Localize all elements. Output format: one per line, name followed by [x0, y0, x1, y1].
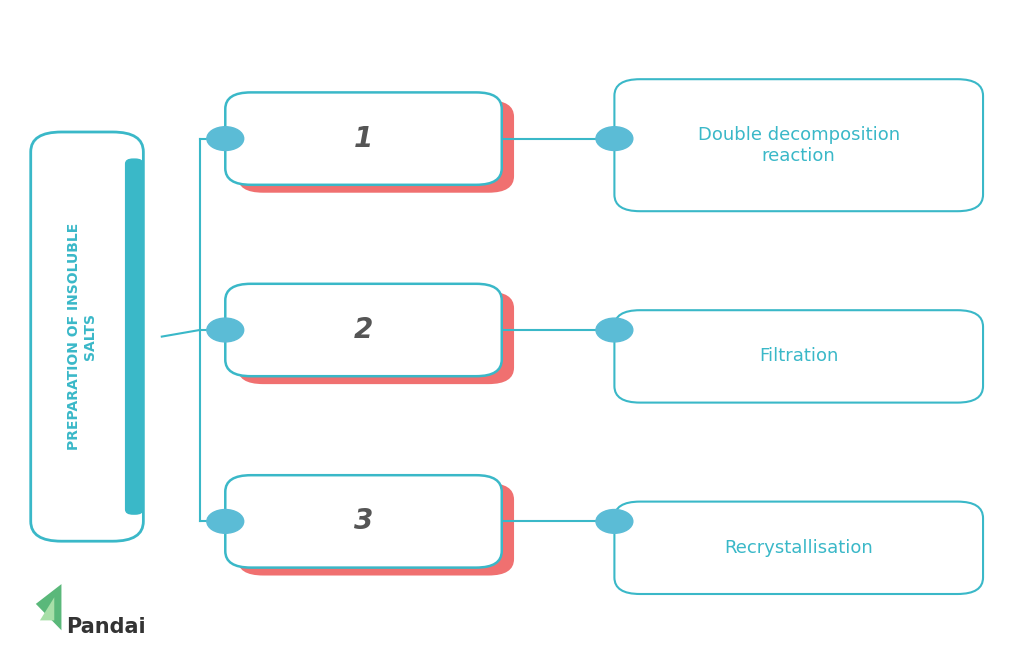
Text: 2: 2	[354, 316, 373, 344]
Text: Pandai: Pandai	[67, 617, 146, 637]
Text: 3: 3	[354, 508, 373, 535]
Circle shape	[596, 510, 633, 533]
Polygon shape	[36, 584, 61, 630]
FancyBboxPatch shape	[238, 483, 514, 576]
Text: Recrystallisation: Recrystallisation	[724, 539, 873, 557]
FancyBboxPatch shape	[225, 92, 502, 185]
Text: Filtration: Filtration	[759, 347, 839, 366]
Circle shape	[207, 510, 244, 533]
Circle shape	[596, 318, 633, 342]
Circle shape	[596, 127, 633, 150]
FancyBboxPatch shape	[125, 158, 143, 515]
FancyBboxPatch shape	[614, 502, 983, 594]
Circle shape	[207, 127, 244, 150]
FancyBboxPatch shape	[225, 284, 502, 376]
FancyBboxPatch shape	[238, 292, 514, 384]
Text: Double decomposition
reaction: Double decomposition reaction	[697, 126, 900, 164]
FancyBboxPatch shape	[614, 79, 983, 211]
Circle shape	[207, 318, 244, 342]
FancyBboxPatch shape	[225, 475, 502, 568]
Text: PREPARATION OF INSOLUBLE
SALTS: PREPARATION OF INSOLUBLE SALTS	[67, 223, 97, 450]
Polygon shape	[40, 597, 54, 620]
FancyBboxPatch shape	[614, 310, 983, 403]
FancyBboxPatch shape	[238, 100, 514, 193]
Text: 1: 1	[354, 125, 373, 152]
FancyBboxPatch shape	[31, 132, 143, 541]
